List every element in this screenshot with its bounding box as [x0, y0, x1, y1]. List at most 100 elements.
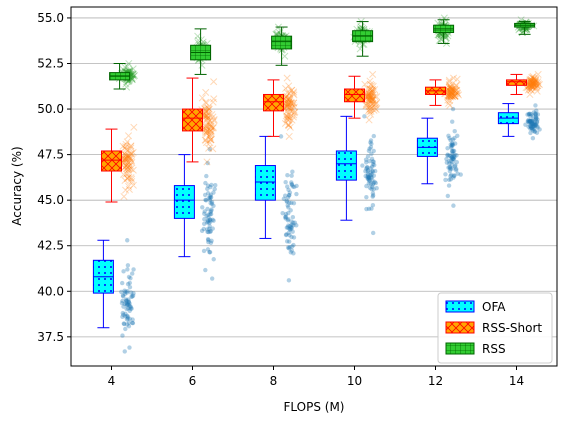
scatter-point — [205, 218, 210, 223]
scatter-point — [121, 151, 129, 159]
scatter-point — [369, 100, 377, 108]
scatter-point — [209, 145, 217, 153]
scatter-point — [529, 82, 537, 91]
scatter-point — [286, 94, 294, 102]
scatter-point — [529, 125, 534, 131]
scatter-point — [208, 195, 214, 200]
scatter-point — [527, 111, 533, 117]
scatter-point — [289, 180, 294, 185]
scatter-point — [285, 110, 293, 119]
scatter-point — [526, 111, 532, 117]
scatter-point — [373, 93, 381, 101]
scatter-point — [445, 92, 453, 100]
scatter-point — [286, 278, 292, 283]
scatter-point — [449, 142, 455, 148]
scatter-point — [532, 80, 540, 88]
legend-swatch-ofa — [445, 300, 475, 313]
scatter-point — [284, 232, 289, 237]
scatter-point — [122, 155, 131, 163]
scatter-point — [370, 230, 376, 236]
scatter-point — [124, 298, 129, 303]
legend-swatch-rss — [445, 342, 475, 355]
legend-label-rss: RSS — [482, 342, 506, 356]
scatter-point — [124, 132, 133, 140]
scatter-point — [529, 121, 535, 127]
scatter-point — [125, 238, 130, 243]
scatter-point — [208, 209, 213, 215]
scatter-point — [450, 151, 455, 157]
scatter-point — [202, 108, 210, 116]
scatter-point — [124, 300, 129, 306]
scatter-point — [365, 103, 373, 111]
scatter-point — [209, 201, 215, 206]
scatter-point — [288, 116, 296, 124]
scatter-point — [365, 96, 373, 104]
scatter-point — [205, 160, 210, 166]
scatter-point — [366, 96, 374, 104]
scatter-point — [207, 122, 215, 130]
box-plot — [335, 115, 357, 221]
y-tick-label: 55.0 — [37, 11, 64, 25]
scatter-point — [527, 81, 535, 89]
scatter-point — [204, 118, 212, 126]
scatter-point — [446, 165, 451, 170]
scatter-point — [446, 159, 452, 164]
scatter-point — [452, 135, 457, 141]
scatter-point — [289, 226, 294, 231]
scatter-point — [206, 229, 211, 235]
scatter-point — [366, 92, 374, 100]
scatter-point — [209, 199, 215, 205]
scatter-point — [285, 132, 293, 140]
scatter-point — [124, 166, 132, 174]
scatter-point — [365, 96, 373, 104]
scatter-point — [123, 175, 132, 183]
scatter-point — [372, 162, 377, 168]
scatter-point — [205, 105, 213, 113]
box-plot — [182, 77, 203, 163]
scatter-point — [534, 78, 542, 86]
scatter-point — [123, 297, 129, 302]
scatter-point — [126, 162, 135, 170]
scatter-point — [530, 119, 535, 125]
scatter-point — [368, 100, 376, 108]
scatter-point — [366, 206, 372, 212]
scatter-point — [366, 85, 374, 93]
scatter-point — [206, 117, 214, 125]
scatter-point — [367, 185, 373, 190]
scatter-point — [360, 163, 365, 168]
scatter-point — [451, 148, 456, 154]
scatter-point — [447, 93, 455, 101]
scatter-point — [207, 120, 215, 129]
scatter-point — [212, 186, 217, 192]
scatter-point — [203, 129, 211, 137]
scatter-point — [367, 96, 375, 104]
scatter-point — [364, 166, 369, 171]
scatter-point — [128, 71, 136, 79]
scatter-point — [127, 345, 132, 350]
scatter-point — [371, 101, 379, 109]
scatter-point — [449, 86, 457, 94]
scatter-point — [121, 176, 129, 185]
scatter-point — [291, 242, 296, 248]
scatter-point — [126, 297, 131, 302]
scatter-point — [128, 175, 136, 183]
scatter-point — [287, 105, 295, 113]
scatter-point — [527, 119, 532, 124]
scatter-point — [365, 169, 371, 174]
scatter-point — [531, 75, 540, 83]
scatter-point — [125, 302, 130, 307]
y-tick-label: 50.0 — [37, 102, 64, 116]
scatter-point — [201, 126, 209, 134]
scatter-point — [527, 86, 535, 94]
scatter-point — [291, 251, 296, 256]
scatter-point — [124, 169, 132, 177]
scatter-point — [441, 32, 449, 40]
scatter-point — [125, 182, 133, 190]
scatter-point — [450, 86, 458, 94]
scatter-point — [441, 33, 449, 41]
scatter-point — [447, 91, 455, 99]
scatter-point — [367, 80, 375, 89]
scatter-point — [366, 77, 374, 85]
scatter-point — [534, 120, 540, 125]
scatter-point — [528, 119, 533, 125]
